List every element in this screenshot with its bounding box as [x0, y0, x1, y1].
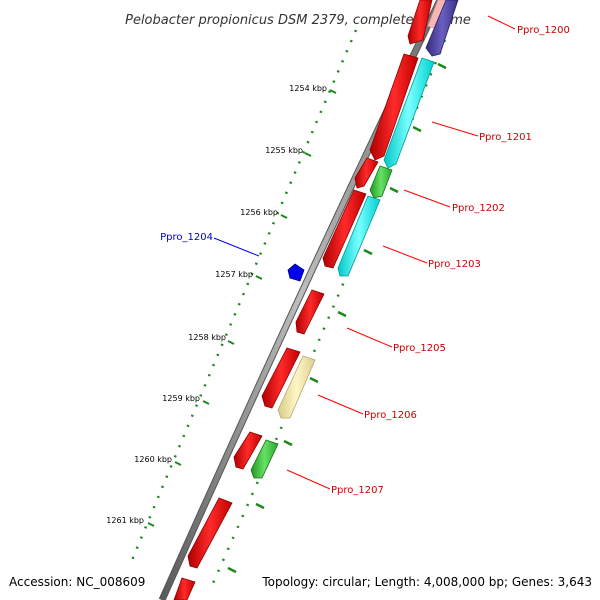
gene-next-forward-2	[173, 577, 196, 600]
gene-ppro-1201-forward	[369, 53, 419, 161]
gene-next-forward-1	[187, 497, 233, 569]
gene-label-ppro-1207[interactable]: Ppro_1207	[331, 485, 384, 496]
gene-ppro-1206-forward	[261, 347, 301, 409]
gene-ppro-1202-forward	[354, 157, 379, 189]
reverse-strand-genes	[250, 0, 459, 479]
tick-label-1257: 1257 kbp	[215, 270, 253, 279]
gene-ppro-1203-reverse	[337, 195, 381, 277]
gene-ppro-1207-forward	[233, 431, 263, 470]
gene-label-ppro-1202[interactable]: Ppro_1202	[452, 203, 505, 214]
scale-ticks	[147, 89, 337, 527]
gene-ppro-1205-forward	[295, 289, 325, 335]
map-title: Pelobacter propionicus DSM 2379, complet…	[125, 13, 471, 28]
tick-label-1256: 1256 kbp	[240, 208, 278, 217]
tick-label-1255: 1255 kbp	[265, 146, 303, 155]
label-connectors	[213, 15, 516, 490]
reverse-strand-ticks	[227, 62, 447, 574]
genome-summary-text: Topology: circular; Length: 4,008,000 bp…	[261, 575, 592, 589]
gene-label-ppro-1205[interactable]: Ppro_1205	[393, 343, 446, 354]
gene-ppro-1200-forward	[407, 0, 433, 45]
scale-tick-labels: 1254 kbp 1255 kbp 1256 kbp 1257 kbp 1258…	[106, 84, 327, 525]
gene-ppro-1203-forward	[322, 189, 367, 269]
gene-label-ppro-1200[interactable]: Ppro_1200	[517, 25, 570, 36]
accession-text: Accession: NC_008609	[9, 575, 145, 589]
gene-ppro-1204-marker	[287, 263, 305, 282]
tick-label-1254: 1254 kbp	[289, 84, 327, 93]
gene-label-ppro-1206[interactable]: Ppro_1206	[364, 410, 417, 421]
gene-ppro-1202-reverse	[369, 165, 393, 199]
gene-label-ppro-1201[interactable]: Ppro_1201	[479, 132, 532, 143]
gene-ppro-1200-reverse	[425, 0, 459, 57]
tick-label-1259: 1259 kbp	[162, 394, 200, 403]
gene-labels: Ppro_1200 Ppro_1201 Ppro_1202 Ppro_1203 …	[160, 25, 570, 496]
gene-label-ppro-1204[interactable]: Ppro_1204	[160, 232, 213, 243]
gene-ppro-1207-reverse	[250, 439, 279, 479]
tick-label-1258: 1258 kbp	[188, 333, 226, 342]
gene-label-ppro-1203[interactable]: Ppro_1203	[428, 259, 481, 270]
gene-ppro-1206-reverse	[277, 355, 316, 419]
forward-strand-genes	[173, 0, 433, 600]
tick-label-1261: 1261 kbp	[106, 516, 144, 525]
tick-label-1260: 1260 kbp	[134, 455, 172, 464]
gene-ppro-1201-reverse	[383, 57, 435, 169]
